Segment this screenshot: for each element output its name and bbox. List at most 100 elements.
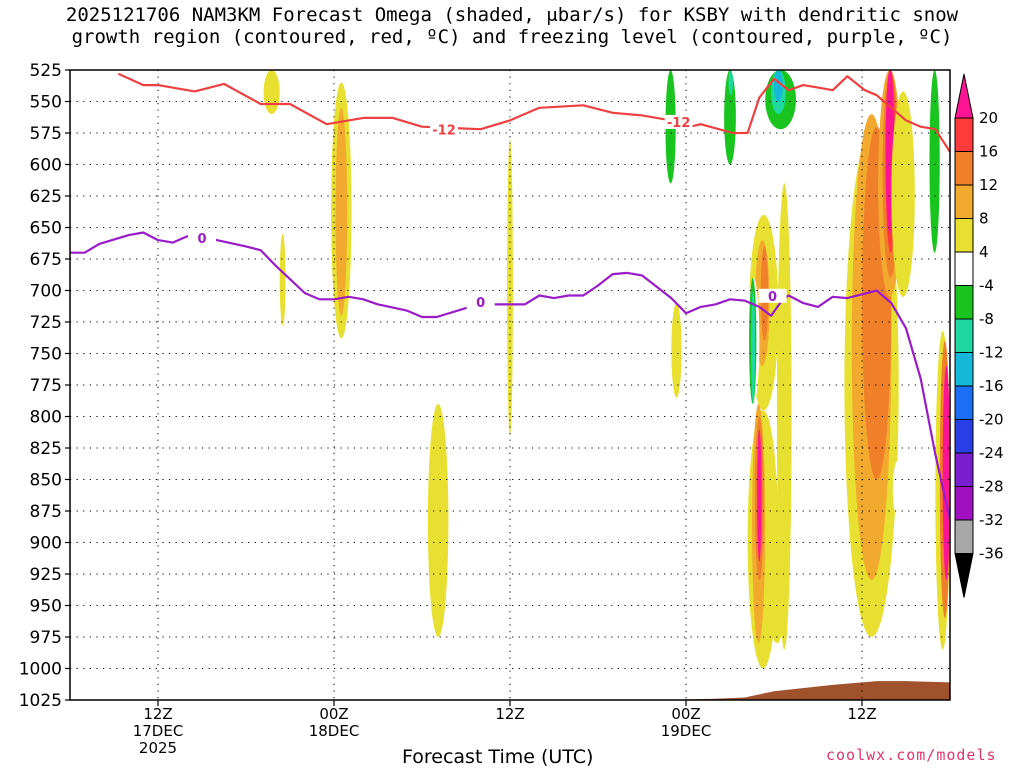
- contour-dgz-minus12: [117, 72, 950, 153]
- colorbar-cell: [954, 151, 974, 186]
- x-tick-label: 00Z: [319, 705, 348, 723]
- omega-cell: [774, 70, 783, 102]
- colorbar-tick-label: -16: [979, 377, 1004, 395]
- credit-link[interactable]: coolwx.com/models: [826, 746, 997, 764]
- title-line-1: 2025121706 NAM3KM Forecast Omega (shaded…: [65, 4, 959, 26]
- y-tick-label: 800: [30, 408, 62, 428]
- contour-label: 0: [768, 290, 777, 305]
- contour-label: 0: [476, 296, 485, 311]
- omega-shading: [263, 70, 950, 669]
- colorbar-cell: [954, 352, 974, 387]
- colorbar-tick-label: -12: [979, 344, 1004, 362]
- omega-cell: [929, 70, 940, 253]
- y-tick-label: 675: [30, 250, 62, 270]
- surface-fill: [231, 681, 950, 700]
- colorbar-tick-label: 12: [979, 176, 998, 194]
- omega-cell: [263, 70, 280, 115]
- colorbar-tick-label: -24: [979, 444, 1004, 462]
- y-tick-label: 650: [30, 219, 62, 239]
- chart-title: 2025121706 NAM3KM Forecast Omega (shaded…: [0, 4, 1024, 48]
- omega-cell: [818, 391, 840, 593]
- surface-terrain: [231, 681, 950, 700]
- omega-cell: [728, 70, 733, 96]
- omega-cell: [751, 290, 756, 404]
- contour-label-bg: [430, 122, 458, 137]
- y-tick-label: 875: [30, 502, 62, 522]
- contour-label: 0: [197, 232, 206, 247]
- y-tick-label: 625: [30, 187, 62, 207]
- y-tick-label: 900: [30, 534, 62, 554]
- omega-cell: [735, 305, 747, 360]
- omega-cell: [892, 460, 904, 518]
- y-tick-label: 850: [30, 471, 62, 491]
- colorbar-cell: [954, 117, 974, 152]
- omega-cell: [507, 139, 513, 436]
- contour-label-bg: [188, 230, 216, 245]
- x-tick-label: 2025: [139, 739, 177, 757]
- colorbar-tick-label: 8: [979, 210, 989, 228]
- omega-cell: [942, 366, 950, 581]
- colorbar-tick-label: -20: [979, 411, 1004, 429]
- colorbar-tick-label: -36: [979, 545, 1004, 563]
- colorbar-cell: [954, 251, 974, 286]
- omega-cell: [279, 233, 286, 326]
- colorbar-tick-label: 4: [979, 243, 989, 261]
- title-line-2: growth region (contoured, red, ºC) and f…: [71, 26, 953, 48]
- omega-cell: [427, 403, 449, 637]
- y-tick-label: 600: [30, 156, 62, 176]
- x-tick-label: 17DEC: [133, 722, 184, 740]
- y-tick-label: 775: [30, 376, 62, 396]
- colorbar-cell: [954, 318, 974, 353]
- y-tick-label: 700: [30, 282, 62, 302]
- y-axis-ticks: 525 550 575 600 625 650 675 700 725 750 775 800 825 8…: [19, 61, 70, 711]
- colorbar-tick-label: -8: [979, 310, 994, 328]
- colorbar-cell: [954, 452, 974, 487]
- colorbar-cell: [954, 419, 974, 454]
- omega-cell: [671, 303, 682, 398]
- colorbar-tick-label: 16: [979, 143, 998, 161]
- colorbar: 20 16 12 8 4 -4 -8 -12 -16 -20 -24 -28 -32 -36: [954, 73, 1004, 598]
- colorbar-tick-label: 20: [979, 109, 998, 127]
- colorbar-cell: [954, 184, 974, 219]
- colorbar-min-arrow: [954, 553, 974, 598]
- colorbar-cell: [954, 385, 974, 420]
- colorbar-tick-label: -28: [979, 478, 1004, 496]
- colorbar-cell: [954, 285, 974, 320]
- x-tick-label: 12Z: [143, 705, 172, 723]
- y-tick-label: 1025: [19, 691, 62, 711]
- y-tick-label: 950: [30, 597, 62, 617]
- y-tick-label: 1000: [19, 660, 62, 680]
- x-tick-label: 18DEC: [309, 722, 360, 740]
- omega-cell: [304, 246, 323, 430]
- colorbar-max-arrow: [954, 73, 974, 119]
- y-tick-label: 725: [30, 313, 62, 333]
- x-tick-label: 12Z: [847, 705, 876, 723]
- y-tick-label: 975: [30, 628, 62, 648]
- contour-label-bg: [758, 288, 787, 303]
- y-tick-label: 825: [30, 439, 62, 459]
- x-tick-label: 19DEC: [661, 722, 712, 740]
- contour-label: -12: [667, 116, 691, 131]
- colorbar-tick-label: -4: [979, 277, 994, 295]
- colorbar-cell: [954, 519, 974, 554]
- omega-cell: [891, 91, 915, 297]
- y-tick-label: 525: [30, 61, 62, 81]
- contour-label: -12: [432, 123, 456, 138]
- grid-lines: [70, 70, 950, 700]
- contour-freezing-level: [70, 231, 950, 521]
- x-tick-label: 12Z: [495, 705, 524, 723]
- y-tick-label: 550: [30, 93, 62, 113]
- omega-cell: [724, 70, 736, 165]
- y-tick-label: 575: [30, 124, 62, 144]
- y-tick-label: 925: [30, 565, 62, 585]
- colorbar-tick-label: -32: [979, 511, 1004, 529]
- colorbar-cell: [954, 218, 974, 253]
- omega-cell: [757, 429, 762, 562]
- colorbar-cell: [954, 486, 974, 521]
- x-tick-label: 00Z: [671, 705, 700, 723]
- y-tick-label: 750: [30, 345, 62, 365]
- x-axis-label: Forecast Time (UTC): [402, 746, 594, 768]
- omega-cell: [335, 107, 348, 316]
